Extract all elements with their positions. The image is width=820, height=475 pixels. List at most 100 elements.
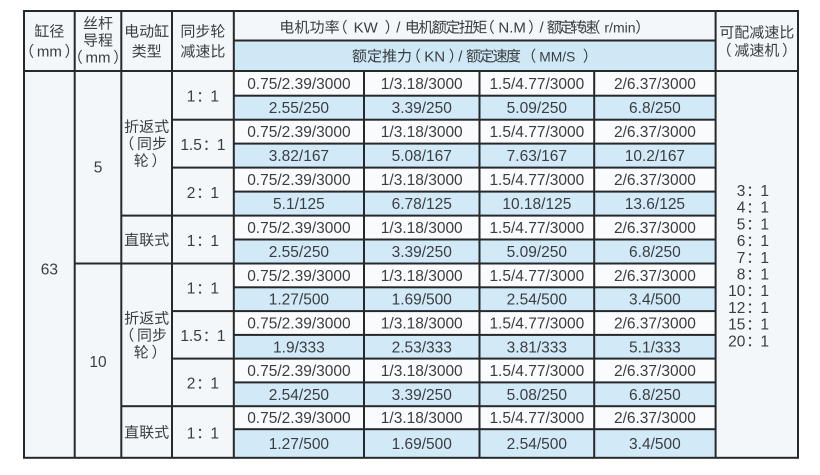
svg-text:2/6.37/3000: 2/6.37/3000 (614, 220, 696, 237)
svg-text:1/3.18/3000: 1/3.18/3000 (381, 220, 463, 237)
svg-text:3.4/500: 3.4/500 (629, 436, 681, 453)
svg-text:KN: KN (424, 48, 445, 65)
svg-text:20: 20 (728, 333, 746, 350)
svg-text:5: 5 (737, 216, 746, 233)
svg-text:2: 2 (187, 185, 196, 202)
svg-text:1: 1 (217, 137, 226, 154)
svg-text:1: 1 (760, 300, 769, 317)
svg-text:1: 1 (187, 89, 196, 106)
svg-text:3: 3 (737, 183, 746, 200)
svg-text:1.5/4.77/3000: 1.5/4.77/3000 (489, 363, 584, 380)
svg-text:7: 7 (737, 250, 746, 267)
svg-text:1.5/4.77/3000: 1.5/4.77/3000 (489, 316, 584, 333)
svg-text:/: / (396, 20, 401, 37)
svg-text:2: 2 (187, 376, 196, 393)
svg-text:3.4/500: 3.4/500 (629, 292, 681, 309)
svg-text:7.63/167: 7.63/167 (507, 148, 567, 165)
svg-text:1: 1 (210, 185, 219, 202)
svg-text:1: 1 (210, 376, 219, 393)
svg-text:3.39/250: 3.39/250 (392, 100, 453, 117)
svg-text:2/6.37/3000: 2/6.37/3000 (614, 124, 696, 141)
svg-text:1.5/4.77/3000: 1.5/4.77/3000 (489, 410, 584, 427)
svg-text:13.6/125: 13.6/125 (625, 196, 685, 213)
svg-text:3.39/250: 3.39/250 (392, 244, 453, 261)
svg-text:1: 1 (760, 317, 769, 334)
svg-text:/: / (458, 48, 463, 65)
svg-text:5: 5 (94, 160, 103, 177)
svg-text:0.75/2.39/3000: 0.75/2.39/3000 (247, 363, 351, 380)
svg-text:1: 1 (217, 328, 226, 345)
svg-text:1: 1 (760, 200, 769, 217)
svg-text:MM/S: MM/S (539, 49, 575, 64)
svg-text:6: 6 (737, 233, 746, 250)
svg-text:10: 10 (728, 283, 746, 300)
svg-text:1.69/500: 1.69/500 (392, 292, 453, 309)
svg-text:15: 15 (728, 317, 745, 334)
svg-text:1.5: 1.5 (180, 328, 202, 345)
svg-text:1: 1 (760, 233, 769, 250)
svg-text:5.09/250: 5.09/250 (507, 100, 568, 117)
svg-text:1.5/4.77/3000: 1.5/4.77/3000 (489, 220, 584, 237)
svg-text:2/6.37/3000: 2/6.37/3000 (614, 410, 696, 427)
svg-text:2/6.37/3000: 2/6.37/3000 (614, 172, 696, 189)
svg-text:r/min: r/min (604, 20, 635, 36)
svg-text:0.75/2.39/3000: 0.75/2.39/3000 (247, 316, 351, 333)
svg-text:1.5/4.77/3000: 1.5/4.77/3000 (489, 268, 584, 285)
svg-text:2/6.37/3000: 2/6.37/3000 (614, 76, 696, 93)
svg-text:1/3.18/3000: 1/3.18/3000 (381, 76, 463, 93)
svg-text:1: 1 (210, 89, 219, 106)
svg-text:1/3.18/3000: 1/3.18/3000 (381, 172, 463, 189)
svg-text:1/3.18/3000: 1/3.18/3000 (381, 363, 463, 380)
svg-text:3.81/333: 3.81/333 (507, 339, 567, 356)
svg-text:0.75/2.39/3000: 0.75/2.39/3000 (247, 172, 351, 189)
svg-text:1.69/500: 1.69/500 (392, 436, 453, 453)
svg-text:10: 10 (89, 354, 107, 371)
svg-text:5.1/125: 5.1/125 (273, 196, 325, 213)
svg-text:2/6.37/3000: 2/6.37/3000 (614, 316, 696, 333)
svg-text:mm: mm (37, 44, 62, 61)
svg-text:2/6.37/3000: 2/6.37/3000 (614, 268, 696, 285)
svg-text:1.5/4.77/3000: 1.5/4.77/3000 (489, 172, 584, 189)
svg-text:8: 8 (737, 267, 746, 284)
svg-text:1.27/500: 1.27/500 (269, 436, 330, 453)
svg-text:1: 1 (760, 216, 769, 233)
svg-text:0.75/2.39/3000: 0.75/2.39/3000 (247, 268, 351, 285)
svg-text:2.55/250: 2.55/250 (269, 244, 330, 261)
svg-text:5.08/167: 5.08/167 (392, 148, 452, 165)
svg-text:4: 4 (737, 200, 746, 217)
svg-text:63: 63 (41, 262, 58, 279)
svg-text:0.75/2.39/3000: 0.75/2.39/3000 (247, 124, 351, 141)
svg-text:1.5/4.77/3000: 1.5/4.77/3000 (489, 124, 584, 141)
svg-text:0.75/2.39/3000: 0.75/2.39/3000 (247, 76, 351, 93)
svg-text:1: 1 (187, 281, 196, 298)
svg-text:N.M: N.M (498, 20, 526, 37)
svg-text:3.39/250: 3.39/250 (392, 387, 453, 404)
svg-text:1/3.18/3000: 1/3.18/3000 (381, 316, 463, 333)
svg-text:2.54/500: 2.54/500 (507, 292, 568, 309)
svg-text:1.5/4.77/3000: 1.5/4.77/3000 (489, 76, 584, 93)
svg-text:5.1/333: 5.1/333 (629, 339, 681, 356)
svg-text:1: 1 (187, 425, 196, 442)
svg-text:10.2/167: 10.2/167 (625, 148, 685, 165)
svg-text:6.8/250: 6.8/250 (629, 100, 681, 117)
svg-text:10.18/125: 10.18/125 (502, 196, 571, 213)
svg-text:2.53/333: 2.53/333 (392, 339, 452, 356)
svg-text:2/6.37/3000: 2/6.37/3000 (614, 363, 696, 380)
svg-text:1: 1 (187, 233, 196, 250)
svg-text:1/3.18/3000: 1/3.18/3000 (381, 268, 463, 285)
svg-text:12: 12 (728, 300, 745, 317)
svg-text:2.55/250: 2.55/250 (269, 100, 330, 117)
svg-text:6.8/250: 6.8/250 (629, 244, 681, 261)
svg-text:5.09/250: 5.09/250 (507, 244, 568, 261)
svg-text:1.5: 1.5 (180, 137, 202, 154)
svg-text:2.54/500: 2.54/500 (507, 436, 568, 453)
svg-text:mm: mm (86, 50, 111, 67)
svg-text:1.27/500: 1.27/500 (269, 292, 330, 309)
svg-text:1: 1 (760, 333, 769, 350)
svg-text:1: 1 (760, 267, 769, 284)
svg-text:1: 1 (210, 233, 219, 250)
svg-text:3.82/167: 3.82/167 (269, 148, 329, 165)
svg-text:5.08/250: 5.08/250 (507, 387, 568, 404)
svg-text:6.78/125: 6.78/125 (392, 196, 452, 213)
svg-text:1/3.18/3000: 1/3.18/3000 (381, 410, 463, 427)
